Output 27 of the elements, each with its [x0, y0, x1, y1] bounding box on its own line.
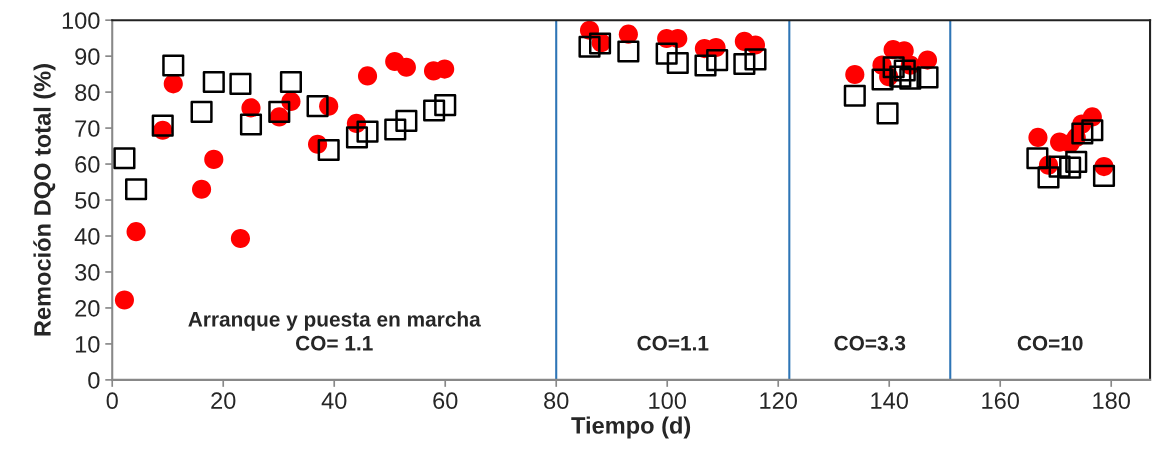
y-tick-label: 80 [75, 84, 100, 101]
y-tick-label: 70 [75, 120, 100, 137]
x-tick-label: 100 [649, 392, 686, 410]
annotation: Arranque y puesta en marcha CO= 1.1 [188, 311, 481, 351]
y-tick-label: 40 [74, 228, 100, 245]
x-tick-label: 160 [982, 392, 1019, 410]
y-tick-label: 100 [62, 12, 100, 29]
y-axis-title: Remoción DQO total (%) [33, 64, 56, 336]
y-tick-label: 0 [88, 371, 100, 389]
annotation: CO=1.1 [637, 335, 709, 351]
y-tick-label: 10 [75, 335, 100, 353]
y-tick-label: 60 [75, 156, 100, 173]
y-tick-label: 50 [75, 192, 100, 209]
x-tick-label: 60 [433, 392, 458, 410]
annotation: CO=3.3 [834, 335, 906, 351]
x-tick-label: 120 [760, 392, 797, 410]
x-tick-label: 80 [544, 392, 569, 410]
x-tick-label: 0 [106, 392, 118, 410]
x-tick-label: 140 [871, 392, 908, 410]
y-tick-label: 30 [75, 264, 100, 281]
annotation: CO=10 [1017, 335, 1083, 351]
x-tick-label: 180 [1093, 392, 1130, 410]
x-tick-label: 20 [211, 392, 236, 410]
y-tick-label: 20 [75, 300, 100, 317]
x-axis-title: Tiempo (d) [571, 416, 691, 439]
x-tick-label: 40 [321, 392, 347, 410]
y-tick-label: 90 [75, 48, 100, 65]
